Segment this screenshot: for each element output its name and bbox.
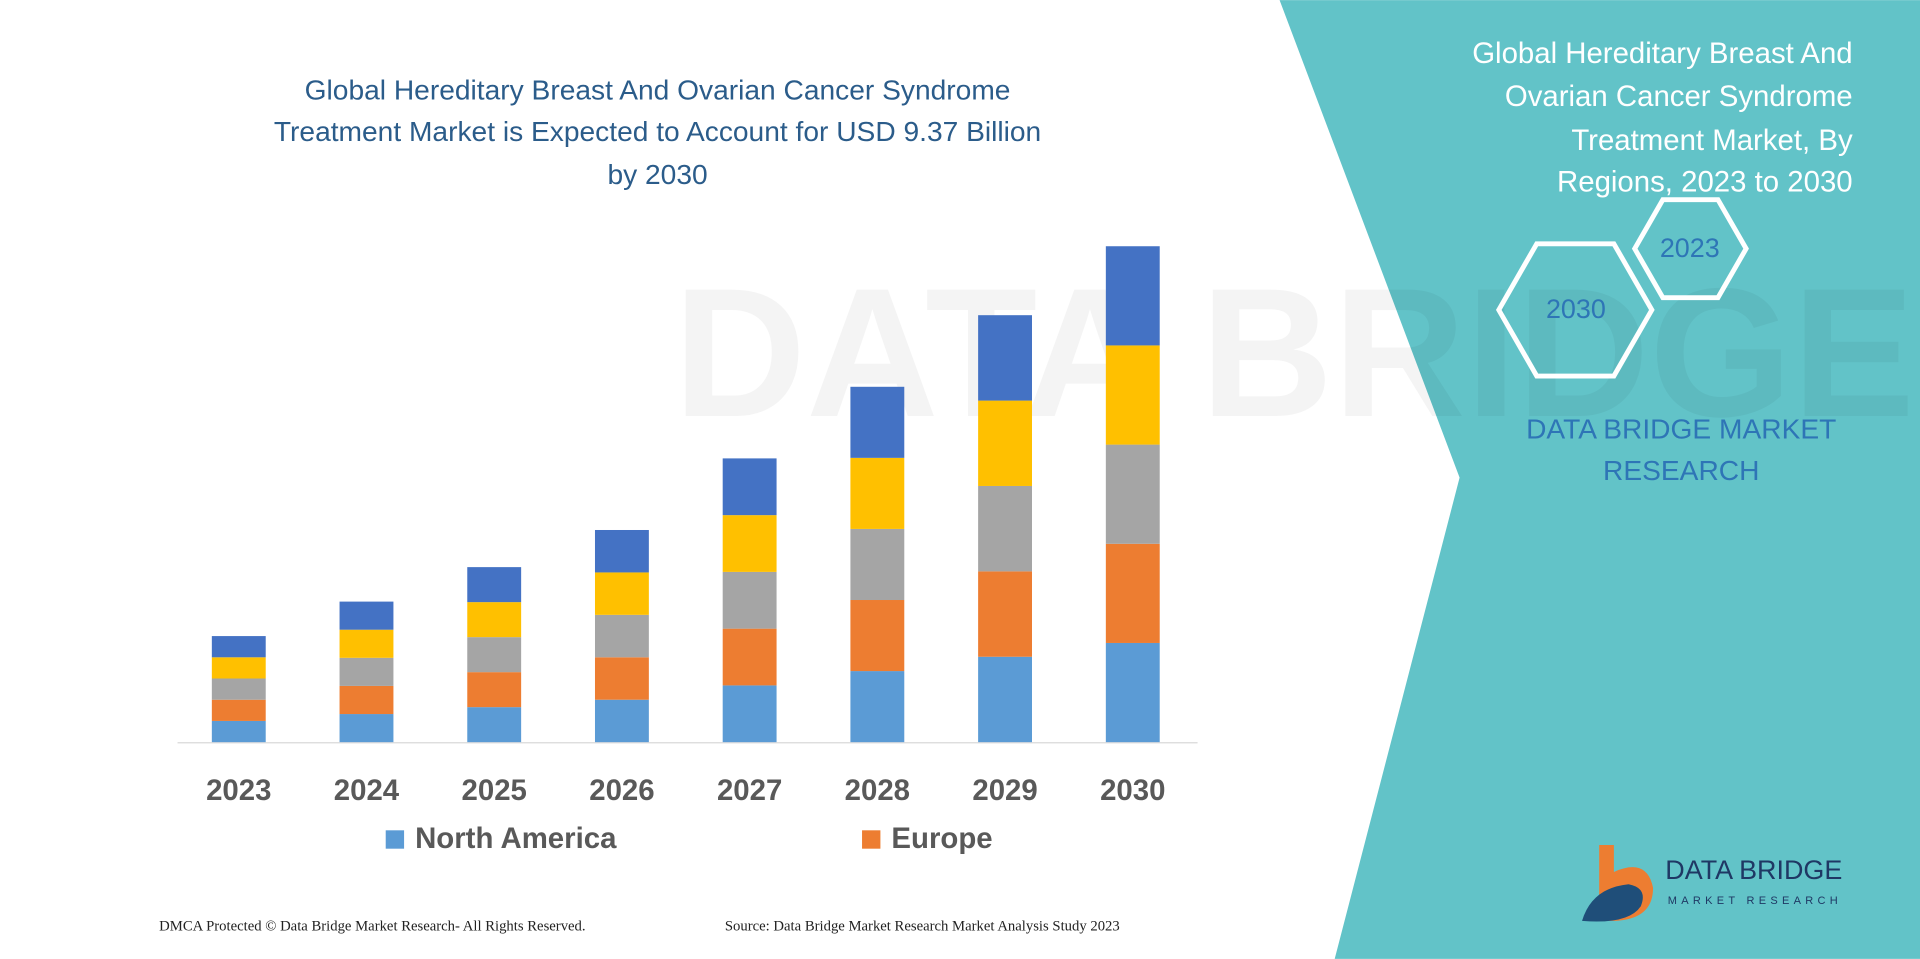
x-tick-label: 2028 <box>845 774 910 807</box>
bar-segment <box>978 571 1032 657</box>
bar-segment <box>594 657 649 700</box>
footer-rights: DMCA Protected © Data Bridge Market Rese… <box>159 918 585 934</box>
panel-heading: Global Hereditary Breast And <box>1472 37 1852 70</box>
bar-segment <box>850 457 905 529</box>
bar-segment <box>850 528 905 601</box>
bar-segment <box>978 656 1032 743</box>
legend-label: Europe <box>891 822 992 855</box>
bar-segment <box>1105 444 1160 544</box>
bar-segment <box>978 400 1032 486</box>
bar-segment <box>339 601 394 630</box>
legend-label: North America <box>415 822 617 855</box>
x-tick-label: 2027 <box>717 774 782 807</box>
x-tick-label: 2023 <box>206 774 271 807</box>
hex-label: 2030 <box>1546 294 1606 324</box>
bar-segment <box>467 567 522 603</box>
bar-segment <box>722 571 777 629</box>
bar-segment <box>1105 642 1160 743</box>
bar-segment <box>211 720 266 743</box>
bar-segment <box>467 637 522 673</box>
bar-segment <box>467 672 522 708</box>
x-tick-label: 2026 <box>589 774 654 807</box>
bar-segment <box>467 707 522 743</box>
panel-heading: Regions, 2023 to 2030 <box>1557 166 1853 199</box>
bar-segment <box>211 678 266 700</box>
bar-segment <box>850 671 905 743</box>
bar-segment <box>211 699 266 721</box>
bar-segment <box>850 386 905 458</box>
bar-segment <box>722 628 777 686</box>
bar-segment <box>850 600 905 672</box>
hex-label: 2023 <box>1660 233 1720 263</box>
x-tick-label: 2029 <box>972 774 1037 807</box>
chart-title: Treatment Market is Expected to Account … <box>274 116 1041 147</box>
logo-name: DATA BRIDGE <box>1665 855 1842 885</box>
logo: DATA BRIDGE MARKET RESEARCH <box>1582 845 1842 922</box>
legend-swatch <box>385 830 405 849</box>
chart-title: by 2030 <box>607 159 707 190</box>
x-tick-label: 2025 <box>462 774 527 807</box>
bar-segment <box>339 685 394 715</box>
legend-swatch <box>862 830 881 849</box>
bar-segment <box>1105 345 1160 445</box>
panel-heading: Treatment Market, By <box>1571 124 1853 157</box>
panel-heading: Ovarian Cancer Syndrome <box>1505 80 1853 113</box>
bar-segment <box>594 529 649 573</box>
bar-segment <box>339 657 394 686</box>
hexagon <box>1631 197 1749 301</box>
hexagon <box>1495 241 1655 379</box>
bar-segment <box>339 714 394 743</box>
bar-segment <box>594 614 649 658</box>
side-panel <box>1279 0 1920 959</box>
brand-text: DATA BRIDGE MARKET <box>1526 414 1836 445</box>
bar-segment <box>722 685 777 743</box>
legend: North America Europe <box>385 822 993 855</box>
bar-segment <box>1105 543 1160 643</box>
chart-title: Global Hereditary Breast And Ovarian Can… <box>305 74 1011 105</box>
bar-segment <box>722 458 777 516</box>
bar-segment <box>594 572 649 615</box>
logo-tagline: MARKET RESEARCH <box>1668 895 1842 907</box>
bar-segment <box>1105 246 1160 346</box>
bar-segment <box>722 515 777 572</box>
brand-text: RESEARCH <box>1603 455 1759 486</box>
bar-segment <box>467 602 522 638</box>
bar-segment <box>594 699 649 743</box>
bar-segment <box>211 657 266 679</box>
x-tick-label: 2024 <box>334 774 400 807</box>
footer-source: Source: Data Bridge Market Research Mark… <box>725 918 1120 934</box>
x-tick-label: 2030 <box>1100 774 1165 807</box>
bar-segment <box>978 485 1032 572</box>
bar-segment <box>211 636 266 658</box>
logo-mark <box>1582 884 1643 922</box>
bar-segment <box>978 315 1032 401</box>
bar-segment <box>339 629 394 658</box>
